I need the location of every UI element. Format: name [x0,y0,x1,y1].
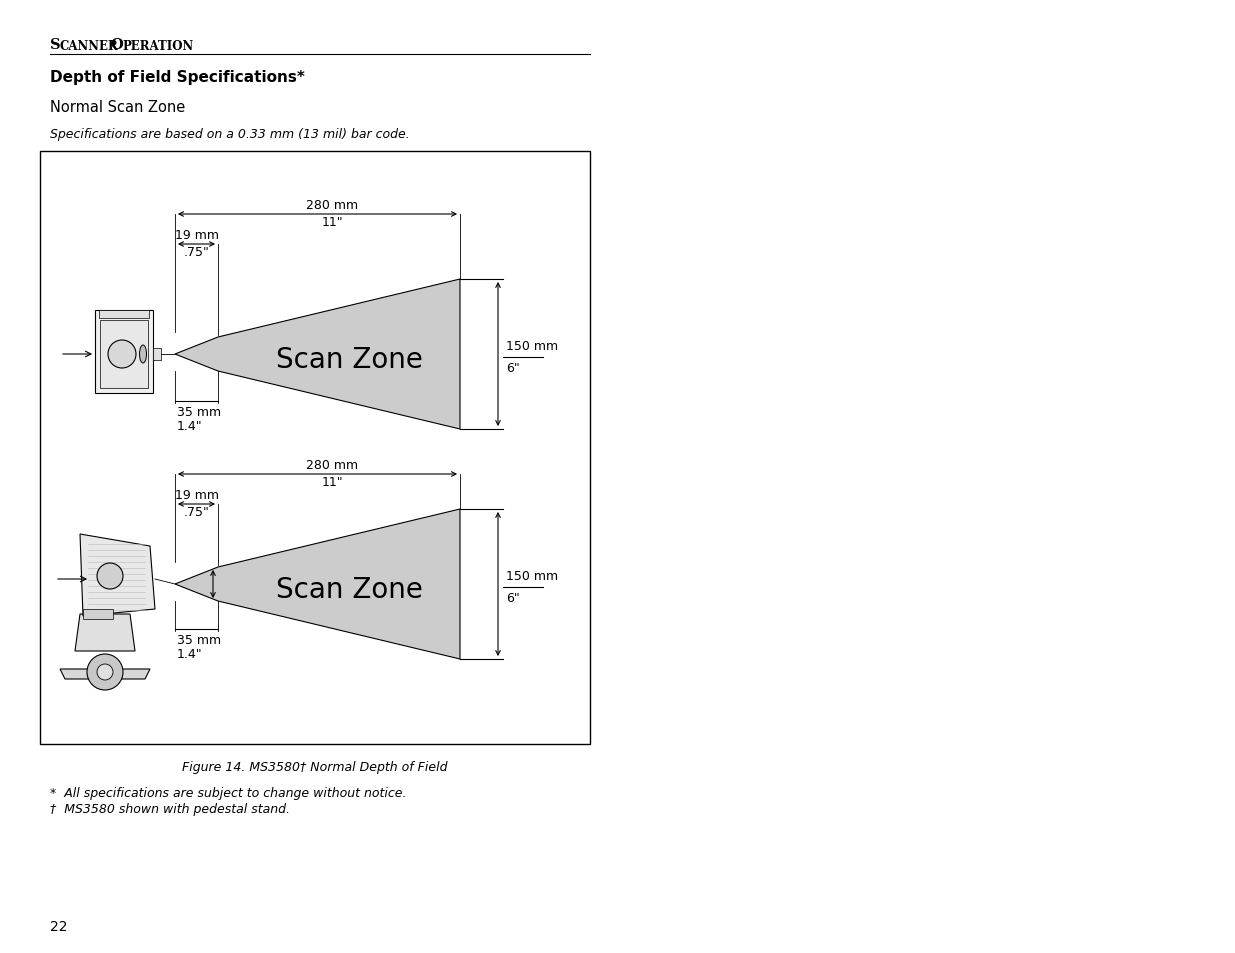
Text: CANNER: CANNER [59,40,117,53]
Text: Normal Scan Zone: Normal Scan Zone [49,100,185,115]
Circle shape [98,664,112,680]
Bar [100,320,148,389]
Bar [153,349,161,360]
Circle shape [98,563,124,589]
Text: 19 mm: 19 mm [174,489,219,501]
Text: 150 mm: 150 mm [506,570,558,583]
Polygon shape [175,510,459,659]
Polygon shape [75,615,135,651]
Text: 22: 22 [49,919,68,933]
Text: 6": 6" [506,592,520,604]
Polygon shape [61,669,149,679]
Text: †  MS3580 shown with pedestal stand.: † MS3580 shown with pedestal stand. [49,802,290,815]
Bar [40,152,590,744]
Text: PERATION: PERATION [122,40,193,53]
Text: Depth of Field Specifications*: Depth of Field Specifications* [49,70,305,85]
Text: 35 mm: 35 mm [177,406,221,418]
Text: 6": 6" [506,361,520,375]
FancyBboxPatch shape [95,311,153,394]
Text: S: S [49,38,61,52]
Text: 19 mm: 19 mm [174,229,219,242]
Text: 11": 11" [321,476,343,489]
Text: *  All specifications are subject to change without notice.: * All specifications are subject to chan… [49,786,406,800]
Text: 150 mm: 150 mm [506,340,558,354]
Text: 280 mm: 280 mm [306,458,358,472]
Text: Scan Zone: Scan Zone [275,346,422,374]
Text: O: O [110,38,122,52]
Text: 1.4": 1.4" [177,647,203,660]
Text: 35 mm: 35 mm [177,634,221,646]
Ellipse shape [140,346,147,364]
Text: 1.4": 1.4" [177,419,203,433]
Circle shape [86,655,124,690]
Text: Specifications are based on a 0.33 mm (13 mil) bar code.: Specifications are based on a 0.33 mm (1… [49,128,410,141]
Polygon shape [175,280,459,430]
Bar [99,311,149,318]
Text: .75": .75" [184,505,210,518]
Text: .75": .75" [184,246,210,258]
Text: 280 mm: 280 mm [306,199,358,212]
Text: 11": 11" [321,215,343,229]
Circle shape [107,340,136,369]
Polygon shape [80,535,156,617]
Bar [83,609,112,619]
Text: Figure 14. MS3580† Normal Depth of Field: Figure 14. MS3580† Normal Depth of Field [183,760,448,773]
Text: Scan Zone: Scan Zone [275,576,422,603]
